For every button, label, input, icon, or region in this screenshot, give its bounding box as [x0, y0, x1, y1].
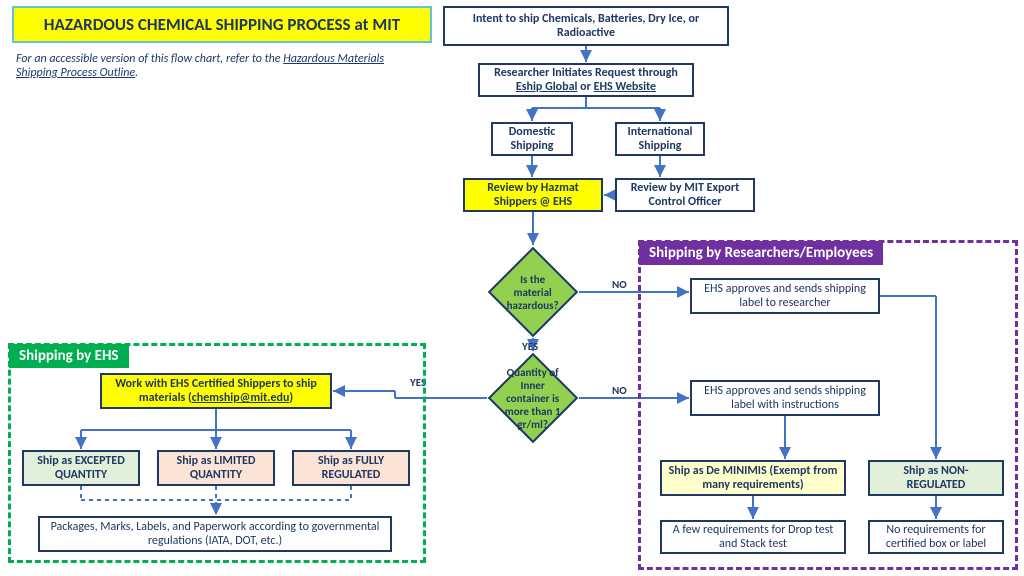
droptest-box: A few requirements for Drop test and Sta… [660, 520, 846, 554]
nonreg-box: Ship as NON-REGULATED [868, 460, 1004, 496]
yes-label-1: YES [522, 340, 538, 353]
initiate-box: Researcher Initiates Request through Esh… [478, 63, 694, 97]
ehs-zone-title: Shipping by EHS [9, 344, 129, 368]
excepted-box: Ship as EXCEPTED QUANTITY [22, 450, 140, 486]
review-ehs-box: Review by Hazmat Shippers @ EHS [463, 178, 603, 212]
international-box: International Shipping [615, 122, 705, 156]
approve1-box: EHS approves and sends shipping label to… [690, 278, 880, 314]
initiate-prefix: Researcher Initiates Request through [494, 66, 678, 80]
chemship-email-link[interactable]: chemship@mit.edu [192, 391, 290, 405]
note-prefix: For an accessible version of this flow c… [16, 52, 283, 66]
ehs-work-suffix: ) [289, 391, 293, 405]
noreq-box: No requirements for certified box or lab… [868, 520, 1004, 554]
accessibility-note: For an accessible version of this flow c… [16, 52, 416, 80]
initiate-mid: or [577, 80, 593, 94]
review-export-box: Review by MIT Export Control Officer [615, 178, 755, 212]
eship-global-link[interactable]: Eship Global [516, 80, 578, 94]
limited-box: Ship as LIMITED QUANTITY [157, 450, 275, 486]
researcher-zone-title: Shipping by Researchers/Employees [639, 241, 883, 265]
deminimis-box: Ship as De MINIMIS (Exempt from many req… [660, 460, 846, 496]
no-label-1: NO [612, 278, 627, 291]
quantity-decision: Quantity of Inner container is more than… [488, 353, 579, 444]
ehs-website-link[interactable]: EHS Website [594, 80, 656, 94]
flowchart-title: HAZARDOUS CHEMICAL SHIPPING PROCESS at M… [12, 6, 432, 43]
hazardous-decision-text: Is the material hazardous? [503, 273, 563, 312]
ehs-work-box: Work with EHS Certified Shippers to ship… [100, 373, 332, 409]
note-suffix: . [135, 66, 138, 80]
fully-box: Ship as FULLY REGULATED [292, 450, 410, 486]
quantity-decision-text: Quantity of Inner container is more than… [503, 366, 563, 431]
intent-box: Intent to ship Chemicals, Batteries, Dry… [443, 6, 729, 46]
packages-box: Packages, Marks, Labels, and Paperwork a… [38, 516, 392, 552]
no-label-2: NO [612, 384, 627, 397]
hazardous-decision: Is the material hazardous? [488, 247, 579, 338]
domestic-box: Domestic Shipping [491, 122, 573, 156]
approve2-box: EHS approves and sends shipping label wi… [690, 380, 880, 416]
